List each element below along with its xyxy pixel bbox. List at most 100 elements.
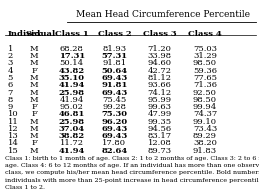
Text: 73.43: 73.43: [193, 125, 217, 133]
Text: 75.45: 75.45: [102, 96, 127, 104]
Text: 38.20: 38.20: [193, 139, 217, 147]
Text: 83.17: 83.17: [148, 132, 172, 140]
Text: 81.12: 81.12: [148, 74, 172, 82]
Text: M: M: [30, 81, 38, 89]
Text: 13: 13: [8, 132, 18, 140]
Text: F: F: [31, 103, 37, 111]
Text: 99.10: 99.10: [193, 118, 217, 126]
Text: 94.56: 94.56: [148, 125, 172, 133]
Text: 81.93: 81.93: [102, 45, 127, 53]
Text: 98.50: 98.50: [193, 59, 217, 67]
Text: 31.29: 31.29: [193, 52, 217, 60]
Text: 43.82: 43.82: [59, 67, 85, 75]
Text: 33.98: 33.98: [148, 52, 172, 60]
Text: 46.81: 46.81: [59, 110, 85, 118]
Text: 59.36: 59.36: [193, 67, 217, 75]
Text: class, we compute his/her mean head circumference percentile. Bold numbers indic: class, we compute his/her mean head circ…: [5, 170, 259, 175]
Text: M: M: [30, 96, 38, 104]
Text: 4: 4: [8, 67, 13, 75]
Text: 99.28: 99.28: [103, 103, 126, 111]
Text: 75.30: 75.30: [102, 110, 127, 118]
Text: 94.60: 94.60: [148, 59, 172, 67]
Text: age. Class 4: 6 to 12 months of age. If an individual has more than one observat: age. Class 4: 6 to 12 months of age. If …: [5, 163, 259, 168]
Text: F: F: [31, 67, 37, 75]
Text: 7: 7: [8, 89, 13, 97]
Text: 98.50: 98.50: [193, 96, 217, 104]
Text: 91.83: 91.83: [193, 147, 217, 155]
Text: Sex: Sex: [26, 30, 42, 38]
Text: 71.20: 71.20: [148, 45, 172, 53]
Text: 99.35: 99.35: [148, 118, 172, 126]
Text: 2: 2: [8, 52, 13, 60]
Text: Class 4: Class 4: [188, 30, 222, 38]
Text: 96.20: 96.20: [102, 118, 127, 126]
Text: 69.43: 69.43: [101, 74, 128, 82]
Text: 25.98: 25.98: [59, 89, 85, 97]
Text: 15: 15: [8, 147, 18, 155]
Text: 57.31: 57.31: [102, 52, 127, 60]
Text: 3: 3: [8, 59, 13, 67]
Text: 47.99: 47.99: [148, 110, 172, 118]
Text: Class 3: Class 3: [143, 30, 176, 38]
Text: Mean Head Circumference Percentile: Mean Head Circumference Percentile: [76, 10, 250, 19]
Text: 17.31: 17.31: [59, 52, 85, 60]
Text: M: M: [30, 89, 38, 97]
Text: Class 1: Class 1: [55, 30, 89, 38]
Text: 11.72: 11.72: [60, 139, 84, 147]
Text: 1: 1: [8, 45, 13, 53]
Text: 95.99: 95.99: [148, 96, 172, 104]
Text: M: M: [30, 147, 38, 155]
Text: Class 1: birth to 1 month of age. Class 2: 1 to 2 months of age. Class 3: 2 to 6: Class 1: birth to 1 month of age. Class …: [5, 156, 259, 161]
Text: 89.29: 89.29: [193, 132, 217, 140]
Text: 69.43: 69.43: [101, 89, 128, 97]
Text: M: M: [30, 118, 38, 126]
Text: 41.94: 41.94: [59, 81, 85, 89]
Text: 5: 5: [8, 74, 13, 82]
Text: 14: 14: [8, 139, 19, 147]
Text: M: M: [30, 52, 38, 60]
Text: 99.94: 99.94: [193, 103, 217, 111]
Text: 82.64: 82.64: [101, 147, 128, 155]
Text: 77.65: 77.65: [193, 74, 217, 82]
Text: 91.81: 91.81: [102, 59, 127, 67]
Text: 99.63: 99.63: [148, 103, 172, 111]
Text: 71.36: 71.36: [193, 81, 217, 89]
Text: F: F: [31, 110, 37, 118]
Text: 68.28: 68.28: [60, 45, 84, 53]
Text: 38.82: 38.82: [59, 132, 85, 140]
Text: Class 2: Class 2: [98, 30, 131, 38]
Text: 74.37: 74.37: [193, 110, 217, 118]
Text: 12.08: 12.08: [148, 139, 172, 147]
Text: 69.43: 69.43: [101, 132, 128, 140]
Text: 42.72: 42.72: [148, 67, 172, 75]
Text: 6: 6: [8, 81, 13, 89]
Text: 89.73: 89.73: [148, 147, 172, 155]
Text: M: M: [30, 125, 38, 133]
Text: 93.66: 93.66: [148, 81, 172, 89]
Text: 92.50: 92.50: [193, 89, 217, 97]
Text: 95.02: 95.02: [60, 103, 84, 111]
Text: 12: 12: [8, 125, 18, 133]
Text: Individual: Individual: [8, 30, 56, 38]
Text: 37.04: 37.04: [59, 125, 85, 133]
Text: Class 1 to 2.: Class 1 to 2.: [5, 185, 45, 190]
Text: F: F: [31, 139, 37, 147]
Text: 41.94: 41.94: [60, 96, 84, 104]
Text: 35.10: 35.10: [59, 74, 85, 82]
Text: 41.94: 41.94: [59, 147, 85, 155]
Text: 74.12: 74.12: [148, 89, 172, 97]
Text: 17.80: 17.80: [103, 139, 126, 147]
Text: 50.64: 50.64: [102, 67, 127, 75]
Text: 8: 8: [8, 96, 13, 104]
Text: 75.03: 75.03: [193, 45, 217, 53]
Text: 91.81: 91.81: [101, 81, 128, 89]
Text: 9: 9: [8, 103, 13, 111]
Text: 10: 10: [8, 110, 18, 118]
Text: 11: 11: [8, 118, 18, 126]
Text: M: M: [30, 74, 38, 82]
Text: 69.43: 69.43: [101, 125, 128, 133]
Text: 50.14: 50.14: [60, 59, 84, 67]
Text: 25.98: 25.98: [59, 118, 85, 126]
Text: M: M: [30, 59, 38, 67]
Text: M: M: [30, 45, 38, 53]
